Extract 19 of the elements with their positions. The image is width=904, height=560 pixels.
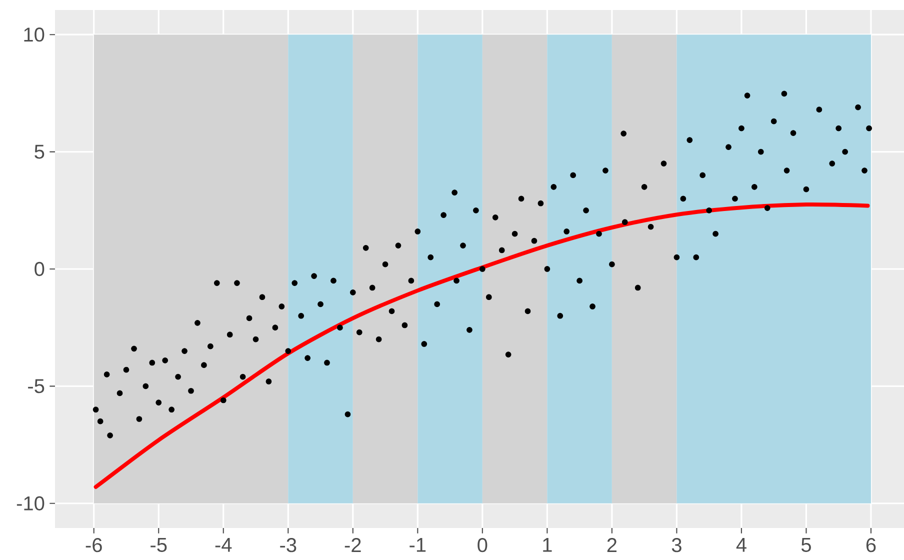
x-tick-label: -4 (215, 538, 232, 552)
y-tick-label: 10 (24, 28, 44, 42)
x-tick-label: -5 (150, 538, 167, 552)
y-tick-label: -5 (28, 379, 44, 394)
x-tick-label: 6 (866, 538, 876, 552)
x-tick-label: -1 (410, 538, 426, 552)
line-series (94, 202, 870, 489)
x-tick-label: 1 (543, 538, 552, 552)
x-tick-label: 2 (607, 538, 616, 552)
x-tick-label: 0 (478, 538, 488, 552)
x-tick-label: 4 (736, 538, 746, 552)
y-tick-label: 0 (34, 262, 44, 276)
y-tick-label: -10 (16, 496, 44, 510)
y-tick-label: 5 (34, 144, 44, 159)
x-tick-label: -3 (280, 538, 296, 552)
x-tick-label: -6 (86, 538, 102, 552)
x-tick-label: 3 (672, 538, 682, 552)
x-tick-label: -2 (344, 538, 361, 552)
x-tick-label: 5 (801, 538, 811, 552)
